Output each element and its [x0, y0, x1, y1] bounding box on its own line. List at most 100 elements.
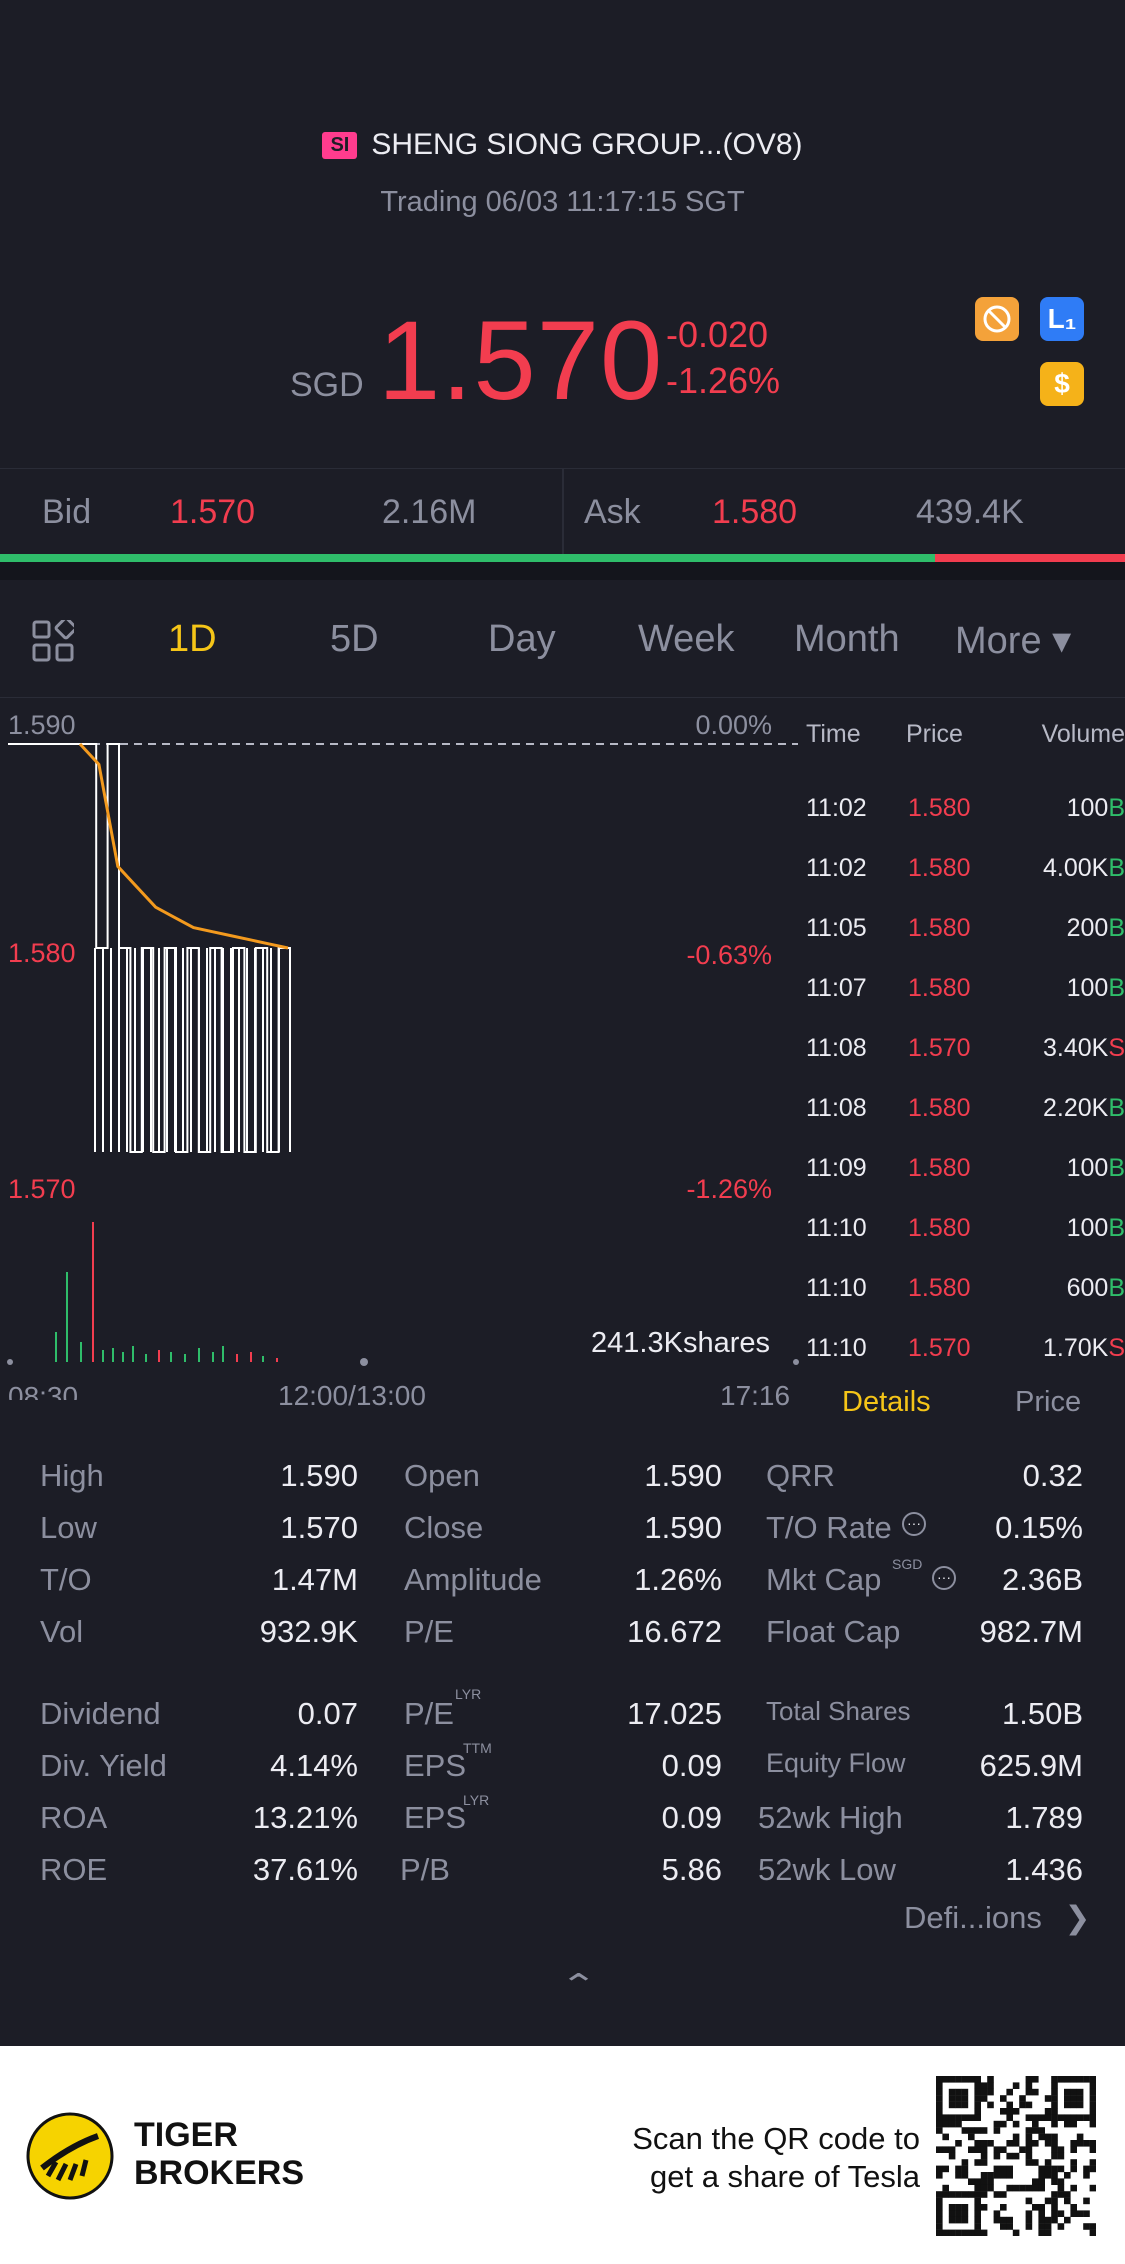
qr-module [980, 2095, 988, 2102]
qr-module [974, 2082, 981, 2089]
stat-value: 1.789 [1005, 1800, 1083, 1835]
stock-title: SHENG SIONG GROUP...(OV8) [371, 128, 803, 161]
qr-module [980, 2082, 988, 2089]
qr-module [993, 2120, 1001, 2128]
qr-module [1070, 2165, 1077, 2173]
tiger-logo-icon [26, 2112, 114, 2200]
stat-label: ROA [40, 1800, 108, 1835]
qr-module [1025, 2140, 1033, 2147]
dollar-icon[interactable]: $ [1040, 362, 1084, 406]
qr-module [955, 2216, 962, 2224]
chevron-up-icon[interactable]: ⌃ [559, 1969, 598, 2002]
stat-value: 1.436 [1005, 1852, 1083, 1887]
trade-time: 11:09 [806, 1154, 867, 1182]
tab-more[interactable]: More ▾ [955, 620, 1072, 662]
qr-module [1064, 2172, 1071, 2179]
qr-module [1025, 2082, 1033, 2089]
tab-week[interactable]: Week [638, 618, 735, 660]
trade-time: 11:08 [806, 1034, 867, 1062]
trade-side: B [1108, 854, 1125, 882]
tab-5d[interactable]: 5D [330, 618, 379, 660]
qr-module [1038, 2223, 1045, 2230]
axis-dot-mid [360, 1358, 368, 1366]
bid-ask-panel[interactable]: Bid 1.570 2.16M Ask 1.580 439.4K [0, 468, 1125, 557]
tab-day[interactable]: Day [488, 618, 556, 660]
qr-module [1025, 2076, 1033, 2083]
qr-module [948, 2146, 956, 2153]
stat-label: T/O [40, 1562, 92, 1597]
trading-status: Trading 06/03 11:17:15 SGT [380, 186, 745, 218]
qr-module [948, 2088, 956, 2096]
trade-side: B [1108, 1154, 1125, 1182]
qr-module [1076, 2101, 1084, 2109]
definitions-link[interactable]: Defi...ions ❯ [904, 1900, 1090, 1936]
chart-period-tabs: 1D 5D Day Week Month More ▾ [0, 580, 1125, 698]
stock-title-row[interactable]: SI SHENG SIONG GROUP...(OV8) [0, 128, 1125, 162]
qr-module [993, 2172, 1001, 2179]
qr-module [1038, 2165, 1045, 2173]
qr-module [1057, 2210, 1065, 2217]
qr-module [942, 2120, 949, 2128]
stat-label: P/B [400, 1852, 450, 1887]
intraday-chart[interactable]: 1.590 1.580 1.570 0.00% -0.63% -1.26% 24… [0, 700, 800, 1400]
volume-bar [112, 1348, 114, 1362]
qr-module [942, 2229, 949, 2236]
qr-module [942, 2133, 949, 2141]
qr-module [1019, 2101, 1026, 2109]
trade-row: 11:10 1.570 1.70KS [800, 1334, 1125, 1394]
trade-time: 11:07 [806, 974, 867, 1002]
qr-module [987, 2140, 994, 2147]
volume-bar [102, 1350, 104, 1362]
trade-volume: 3.40KS [1043, 1034, 1125, 1063]
qr-module [936, 2120, 943, 2128]
tab-details[interactable]: Details [842, 1386, 931, 1418]
qr-module [1070, 2076, 1077, 2083]
qr-module [948, 2101, 956, 2109]
qr-module [1006, 2216, 1013, 2224]
qr-module [961, 2076, 969, 2083]
qr-module [974, 2140, 981, 2147]
qr-module [1000, 2108, 1007, 2115]
qr-module [1038, 2210, 1045, 2217]
qr-module [1044, 2197, 1052, 2205]
grid-layout-icon[interactable] [32, 620, 74, 662]
qr-module [936, 2229, 943, 2236]
qr-module [1038, 2229, 1045, 2236]
qr-module [980, 2146, 988, 2153]
trade-volume: 100B [1067, 794, 1125, 823]
qr-module [1057, 2152, 1065, 2160]
trade-volume-value: 1.70K [1042, 1334, 1109, 1362]
trade-price: 1.570 [908, 1034, 971, 1062]
stat-label: Equity Flow [766, 1748, 906, 1778]
to-rate-info-icon[interactable]: ··· [902, 1512, 926, 1536]
stat-label: Open [404, 1458, 480, 1493]
trade-side: B [1108, 1274, 1125, 1302]
tab-month[interactable]: Month [794, 618, 900, 660]
trade-volume: 2.20KB [1043, 1094, 1125, 1123]
tab-price[interactable]: Price [1015, 1386, 1082, 1418]
level1-icon[interactable]: L₁ [1040, 297, 1084, 341]
qr-module [1044, 2229, 1052, 2236]
qr-module [1089, 2101, 1096, 2109]
qr-module [961, 2204, 969, 2211]
qr-module [1083, 2210, 1090, 2217]
qr-module [974, 2101, 981, 2109]
qr-module [1032, 2088, 1039, 2096]
qr-module [1083, 2223, 1090, 2230]
trade-time: 11:08 [806, 1094, 867, 1122]
no-delay-icon[interactable] [975, 297, 1019, 341]
stat-value: 0.15% [995, 1510, 1083, 1545]
qr-module [1044, 2095, 1052, 2102]
qr-code-icon[interactable] [936, 2076, 1096, 2236]
mktcap-info-icon[interactable]: ··· [932, 1566, 956, 1590]
qr-module [961, 2172, 969, 2179]
qr-module [1076, 2114, 1084, 2121]
trade-volume: 4.00KB [1043, 854, 1125, 883]
qr-module [968, 2114, 975, 2121]
x-label-end: 17:16 [720, 1380, 791, 1411]
qr-module [1012, 2140, 1020, 2147]
tab-1d[interactable]: 1D [168, 618, 217, 660]
qr-module [968, 2229, 975, 2236]
qr-module [987, 2088, 994, 2096]
trade-time: 11:10 [806, 1334, 867, 1362]
